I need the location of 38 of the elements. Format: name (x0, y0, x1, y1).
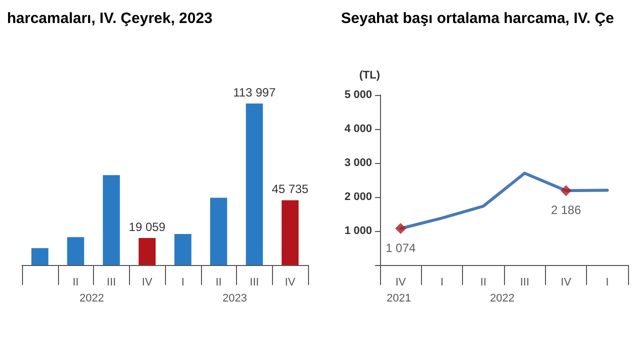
data-label: 113 997 (233, 86, 276, 100)
text: 2023 (222, 292, 247, 304)
x-tick-label: IV (560, 276, 572, 288)
x-tick-label: IV (284, 276, 296, 288)
bar (174, 234, 192, 265)
x-tick-label: I (606, 276, 609, 288)
x-tick-label: I (440, 276, 444, 288)
bar (67, 237, 84, 265)
x-tick-label: IV (142, 276, 153, 288)
y-axis-title: (TL) (359, 70, 380, 82)
bar (246, 104, 263, 265)
y-tick-label: 2 000 (344, 191, 372, 203)
chart-title: Seyahat başı ortalama harcama, IV. Çe (341, 10, 614, 27)
x-tick-label: II (72, 276, 79, 288)
x-tick-label: III (106, 276, 116, 288)
x-tick-label: III (250, 276, 259, 288)
y-tick-label: 5 000 (344, 89, 372, 101)
text: 2022 (490, 292, 514, 304)
data-label: 1 074 (386, 240, 416, 255)
bar (210, 198, 228, 265)
y-tick-label: 4 000 (344, 123, 372, 135)
x-tick-label: III (520, 276, 530, 288)
x-tick-label: II (480, 276, 486, 288)
bar (138, 238, 156, 265)
y-tick-label: 1 000 (344, 225, 372, 237)
data-label: 19 059 (128, 220, 166, 234)
text: 2021 (386, 292, 412, 304)
bar (282, 200, 299, 265)
y-tick-label: 3 000 (344, 157, 372, 169)
text: 2022 (80, 292, 104, 304)
x-tick-label: IV (395, 276, 407, 288)
bar (31, 248, 48, 265)
bar (102, 175, 120, 265)
x-tick-label: II (216, 276, 222, 288)
data-label: 45 735 (272, 182, 309, 196)
data-label: 2 186 (550, 203, 582, 218)
chart-title: harcamaları, IV. Çeyrek, 2023 (7, 10, 212, 27)
x-tick-label: I (181, 276, 184, 288)
